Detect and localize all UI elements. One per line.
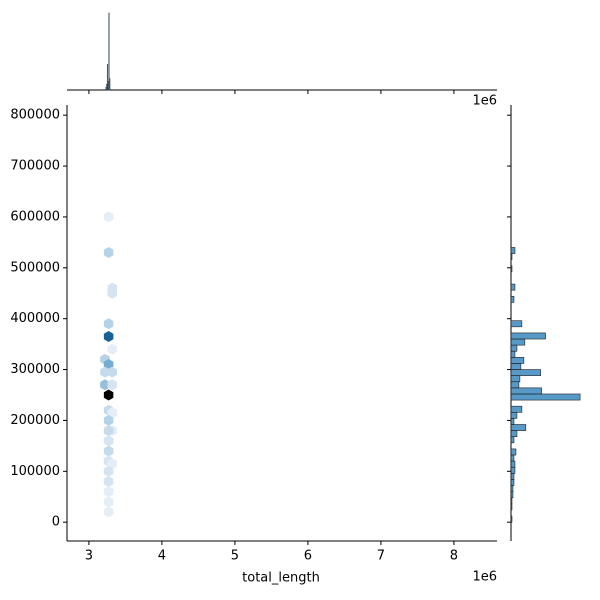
right-hist-bar — [510, 381, 520, 389]
top-offset-text: 1e6 — [472, 94, 497, 109]
hexbin — [103, 486, 114, 498]
hexbin — [107, 366, 118, 378]
hexbin — [107, 287, 118, 299]
top-hist-bar — [109, 78, 111, 91]
x-tick-label: 4 — [158, 549, 166, 564]
hexbin — [107, 343, 118, 355]
hexbin — [103, 425, 114, 437]
hexbin — [103, 435, 114, 447]
hexbin — [100, 379, 110, 391]
hexbin — [103, 318, 114, 330]
right-hist-bar — [510, 479, 515, 486]
right-hist-bar — [510, 375, 521, 383]
hexbin — [103, 389, 114, 401]
right-hist-bar — [510, 357, 525, 364]
y-tick-label: 200000 — [10, 413, 60, 428]
right-hist-bar — [510, 503, 513, 511]
right-hist-bar — [510, 515, 513, 523]
right-hist-bar — [510, 418, 515, 425]
hexbin — [103, 445, 114, 457]
hexbin — [103, 211, 114, 223]
right-hist-bar — [510, 491, 514, 499]
hexbin — [103, 330, 114, 342]
y-tick-label: 600000 — [10, 209, 60, 224]
y-tick-label: 700000 — [10, 159, 60, 174]
right-hist-bar — [510, 448, 517, 456]
y-tick-label: 300000 — [10, 362, 60, 377]
right-hist-bar — [510, 460, 516, 468]
hexbin — [103, 414, 114, 426]
right-hist-bar — [510, 320, 523, 328]
x-axis-label: total_length — [242, 571, 320, 586]
hexbin — [103, 506, 114, 518]
right-hist-bar — [510, 466, 516, 474]
right-hist-bar — [510, 430, 518, 438]
hexbin — [103, 247, 114, 259]
y-tick-label: 0 — [52, 515, 60, 530]
right-hist-bar — [510, 485, 514, 492]
right-hist-bar — [510, 454, 515, 462]
x-tick-label: 8 — [450, 549, 458, 564]
hexbin — [107, 458, 118, 470]
hexbin — [103, 358, 114, 370]
hexbin — [103, 496, 114, 508]
y-tick-label: 400000 — [10, 311, 60, 326]
right-hist-bar — [510, 393, 581, 401]
right-hist-bar — [510, 369, 541, 376]
right-hist-bar — [510, 387, 542, 395]
hexbin — [103, 475, 114, 487]
y-tick-label: 100000 — [10, 464, 60, 479]
right-hist-bar — [510, 424, 527, 431]
right-hist-bar — [510, 363, 522, 370]
hexbin — [103, 465, 114, 477]
right-hist-bar — [510, 253, 513, 260]
x-tick-label: 3 — [85, 549, 93, 564]
hexbin — [107, 407, 118, 419]
right-hist-bar — [510, 344, 518, 352]
right-hist-bar — [510, 473, 515, 480]
right-hist-bar — [510, 247, 516, 254]
right-hist-bar — [510, 283, 516, 291]
x-tick-label: 7 — [377, 549, 385, 564]
right-hist-bar — [510, 265, 513, 273]
right-hist-bar — [510, 295, 515, 303]
right-hist-bar — [510, 497, 513, 505]
right-hist-bar — [510, 350, 516, 358]
top-hist-bar — [106, 64, 109, 91]
right-hist-bar — [510, 332, 546, 340]
x-tick-label: 6 — [304, 549, 312, 564]
x-tick-label: 5 — [231, 549, 239, 564]
y-tick-label: 500000 — [10, 260, 60, 275]
hexbin — [100, 366, 110, 378]
hexbin — [107, 379, 118, 391]
top-hist-bar — [108, 12, 110, 91]
y-tick-label: 800000 — [10, 108, 60, 123]
right-hist-bar — [510, 436, 515, 444]
x-offset-text: 1e6 — [472, 570, 497, 585]
right-hist-bar — [510, 405, 523, 413]
right-hist-bar — [510, 338, 526, 346]
right-hist-bar — [510, 411, 518, 419]
